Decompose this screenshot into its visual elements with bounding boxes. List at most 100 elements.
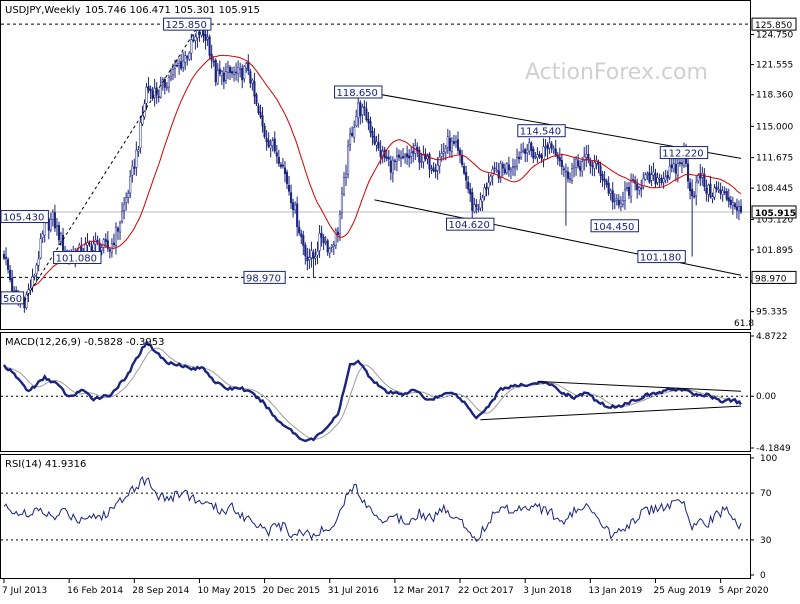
candle-body [385, 156, 388, 159]
candle-body [188, 53, 191, 60]
candle-body [727, 197, 730, 202]
candle-body [640, 187, 643, 190]
candle-body [585, 153, 588, 158]
candle-body [279, 164, 282, 167]
price-pane-frame [0, 0, 751, 330]
price-label-box [53, 251, 102, 265]
candle-body [522, 150, 525, 152]
candle-body [100, 247, 103, 251]
price-label: 560 [3, 294, 22, 305]
candle-body [353, 127, 356, 138]
price-label-box [637, 250, 686, 264]
candle-body [723, 191, 726, 193]
candle-body [501, 163, 504, 169]
candle-body [169, 76, 172, 80]
candle-body [157, 96, 160, 98]
candle-body [334, 230, 337, 246]
price-y-tick-label: 108.445 [756, 184, 793, 194]
rsi-pane-frame [0, 454, 751, 579]
candle-body [312, 252, 315, 260]
candle-body [296, 203, 299, 228]
candle-body [524, 149, 527, 154]
level-price-tag-label: 105.915 [755, 209, 796, 219]
candle-body [306, 256, 309, 262]
candle-body [721, 190, 724, 196]
candle-body [707, 184, 710, 195]
candle-body [709, 183, 712, 197]
candle-body [253, 81, 256, 97]
candle-body [461, 155, 464, 165]
candle-body [593, 162, 596, 169]
macd-pane-frame [0, 332, 751, 452]
candle-body [556, 155, 559, 159]
candle-body [194, 36, 197, 41]
candle-body [469, 188, 472, 195]
candle-body [235, 71, 238, 74]
candle-body [731, 202, 734, 206]
candle-body [570, 168, 574, 181]
level-price-tag-label: 98.970 [755, 274, 787, 284]
candle-body [342, 177, 346, 195]
price-y-tick-label: 118.360 [756, 91, 793, 101]
candle-body [650, 174, 653, 181]
candle-body [479, 199, 482, 209]
candle-body [153, 88, 156, 98]
candle-body [473, 204, 476, 213]
candle-body [88, 242, 91, 245]
candle-body [375, 141, 378, 146]
candle-body [336, 231, 339, 235]
candle-body [31, 276, 34, 288]
candle-body [281, 164, 284, 167]
rsi-line [3, 475, 742, 542]
candle-body [560, 159, 563, 168]
x-tick-label: 22 Oct 2017 [458, 586, 514, 596]
candle-body [108, 249, 111, 252]
candle-body [112, 242, 115, 246]
candle-body [550, 143, 553, 149]
candle-body [511, 166, 515, 168]
x-tick-label: 25 Aug 2019 [653, 586, 711, 596]
candle-body [173, 65, 177, 69]
candle-body [544, 146, 547, 148]
candle-body [452, 141, 455, 144]
candle-body [644, 174, 647, 180]
candle-body [481, 197, 484, 202]
candle-body [379, 149, 382, 158]
price-y-tick-label: 115.000 [756, 122, 793, 132]
candle-body [145, 86, 148, 104]
candle-body [436, 164, 439, 171]
candle-body [196, 30, 199, 39]
price-y-tick-label: 121.555 [756, 61, 793, 71]
rsi-y-tick-label: 0 [760, 571, 766, 581]
candle-body [332, 244, 335, 247]
candle-body [2, 253, 6, 259]
candle-body [680, 162, 684, 165]
candle-body [546, 144, 549, 150]
candle-body [226, 66, 230, 73]
x-tick-label: 7 Jul 2013 [2, 586, 47, 596]
candle-body [59, 233, 63, 242]
candle-body [361, 106, 364, 116]
candle-body [344, 173, 348, 178]
candle-body [285, 171, 289, 184]
candle-body [713, 187, 716, 198]
candle-body [526, 149, 529, 153]
candle-body [695, 181, 698, 196]
candle-body [186, 55, 189, 59]
candle-body [204, 34, 207, 41]
candle-body [318, 233, 321, 251]
candle-body [369, 121, 372, 133]
candle-body [137, 149, 140, 152]
candle-body [35, 264, 38, 275]
candle-body [491, 169, 494, 177]
candle-body [579, 165, 582, 171]
candle-body [338, 213, 341, 235]
candle-body [552, 148, 555, 151]
candle-body [705, 187, 708, 194]
candle-body [237, 67, 240, 74]
price-y-tick-label: 124.750 [756, 31, 793, 41]
candle-body [518, 156, 521, 160]
candle-body [440, 153, 443, 157]
candle-body [656, 177, 659, 183]
candle-body [483, 187, 486, 197]
